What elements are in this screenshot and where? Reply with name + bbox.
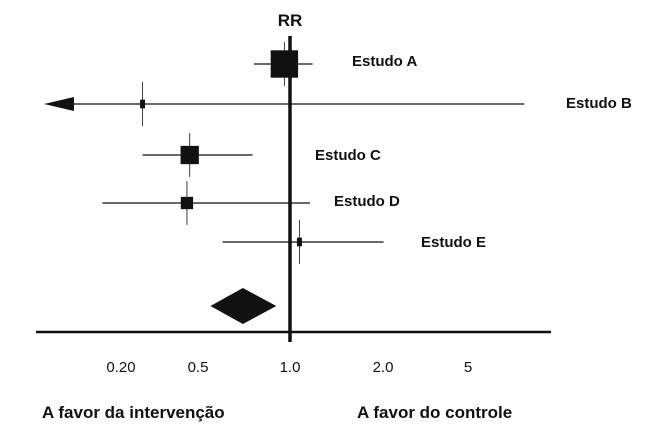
x-tick-label: 0.20 <box>106 359 135 376</box>
study-row-estudo-a: Estudo A <box>254 42 417 86</box>
x-tick-labels: 0.20 0.5 1.0 2.0 5 <box>106 359 472 376</box>
study-rows: Estudo A Estudo B Estudo C Estudo D Estudo E <box>44 42 632 264</box>
study-label: Estudo C <box>315 147 381 164</box>
study-row-estudo-d: Estudo D <box>102 181 400 225</box>
point-estimate-square <box>140 99 146 109</box>
x-tick-label: 2.0 <box>373 359 394 376</box>
study-label: Estudo A <box>352 53 417 70</box>
truncated-ci-arrow <box>44 97 74 111</box>
favors-intervention-label: A favor da intervenção <box>42 403 225 422</box>
pooled-estimate-diamond <box>210 288 277 324</box>
chart-title: RR <box>278 11 303 30</box>
point-estimate-square <box>180 196 194 210</box>
point-estimate-square <box>180 145 199 165</box>
favors-control-label: A favor do controle <box>357 403 512 422</box>
study-label: Estudo D <box>334 193 400 210</box>
study-label: Estudo B <box>566 95 632 112</box>
x-tick-label: 1.0 <box>280 359 301 376</box>
study-row-estudo-e: Estudo E <box>222 220 486 264</box>
study-label: Estudo E <box>421 234 486 251</box>
study-row-estudo-c: Estudo C <box>142 133 381 177</box>
point-estimate-square <box>270 50 299 78</box>
study-row-estudo-b: Estudo B <box>44 82 632 126</box>
x-tick-label: 5 <box>464 359 472 376</box>
point-estimate-square <box>296 237 302 247</box>
x-tick-label: 0.5 <box>188 359 209 376</box>
